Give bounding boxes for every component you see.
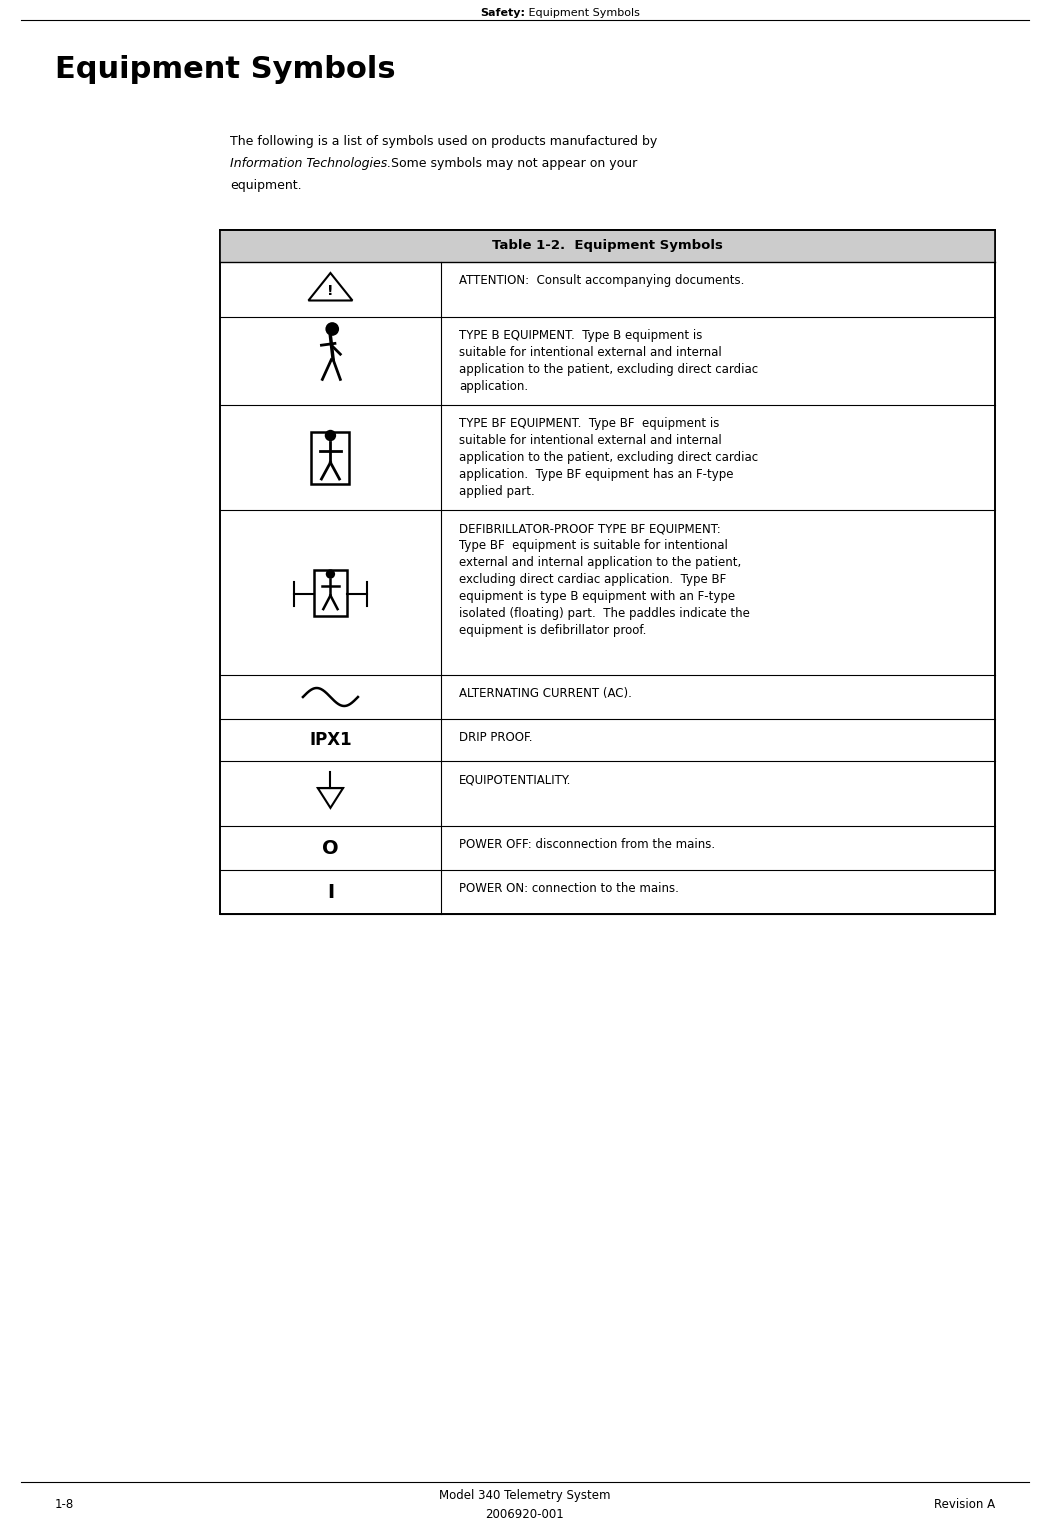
Text: ATTENTION:  Consult accompanying documents.: ATTENTION: Consult accompanying document… [459,274,744,287]
Text: O: O [322,839,339,858]
Text: EQUIPOTENTIALITY.: EQUIPOTENTIALITY. [459,773,571,785]
Text: Revision A: Revision A [933,1499,995,1511]
Text: Information Technologies.: Information Technologies. [230,157,392,171]
Text: ALTERNATING CURRENT (AC).: ALTERNATING CURRENT (AC). [459,687,632,699]
Text: 2006920-001: 2006920-001 [485,1508,565,1522]
Text: The following is a list of symbols used on products manufactured by: The following is a list of symbols used … [230,135,657,148]
Text: POWER OFF: disconnection from the mains.: POWER OFF: disconnection from the mains. [459,838,715,851]
Text: DEFIBRILLATOR-PROOF TYPE BF EQUIPMENT:
Type BF  equipment is suitable for intent: DEFIBRILLATOR-PROOF TYPE BF EQUIPMENT: T… [459,523,750,636]
Text: Equipment Symbols: Equipment Symbols [525,8,639,18]
Text: IPX1: IPX1 [309,732,352,749]
Bar [314,570,346,615]
Text: equipment.: equipment. [230,178,301,192]
Text: I: I [327,882,334,902]
Text: Safety:: Safety: [480,8,525,18]
Text: DRIP PROOF.: DRIP PROOF. [459,732,532,744]
Bar [220,231,995,915]
Bar [220,231,995,261]
Text: TYPE B EQUIPMENT.  Type B equipment is
suitable for intentional external and int: TYPE B EQUIPMENT. Type B equipment is su… [459,329,758,393]
Text: 1-8: 1-8 [55,1499,75,1511]
Circle shape [326,569,335,578]
Text: TYPE BF EQUIPMENT.  Type BF  equipment is
suitable for intentional external and : TYPE BF EQUIPMENT. Type BF equipment is … [459,417,758,498]
Text: Some symbols may not appear on your: Some symbols may not appear on your [383,157,637,171]
Bar [312,432,350,484]
Text: Model 340 Telemetry System: Model 340 Telemetry System [439,1488,611,1502]
Text: Table 1-2.  Equipment Symbols: Table 1-2. Equipment Symbols [492,240,723,252]
Text: Equipment Symbols: Equipment Symbols [55,55,396,85]
Circle shape [324,430,336,441]
Text: POWER ON: connection to the mains.: POWER ON: connection to the mains. [459,882,678,895]
Text: !: ! [328,284,334,298]
Circle shape [326,323,339,337]
